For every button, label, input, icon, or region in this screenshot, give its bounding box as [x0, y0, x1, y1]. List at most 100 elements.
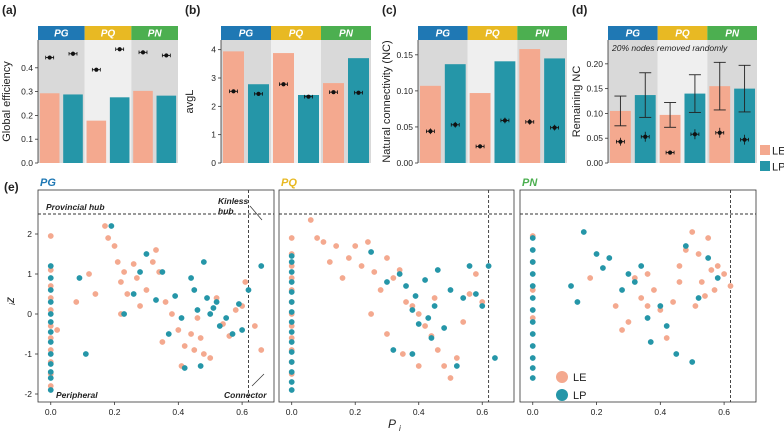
scatter-point-PQ-LP-15 [368, 249, 374, 255]
scatter-point-PN-LE-16 [689, 229, 696, 235]
scatter-point-PG-LP-22 [178, 315, 185, 321]
scatter-point-PG-LP-29 [204, 295, 210, 301]
scatter-point-PQ-LE-20 [358, 263, 365, 269]
bar-c-LE-1 [469, 93, 491, 163]
bar-b-LP-0 [248, 84, 269, 163]
y-tick-label-a-4: 0.4 [21, 63, 33, 73]
scatter-point-PG-LE-16 [111, 243, 118, 249]
scatter-point-PG-LP-20 [165, 331, 172, 337]
strip-header-label-b-1: PQ [289, 29, 304, 40]
legend-label-LE: LE [772, 146, 784, 158]
panel-label-c: (c) [382, 3, 397, 17]
scatter-point-PQ-LE-25 [390, 275, 397, 281]
point-b-LP-1 [306, 94, 311, 99]
point-a-LP-1 [117, 47, 122, 52]
scatter-point-PQ-LP-33 [472, 291, 479, 297]
y-tick-label-c-1: 0.05 [396, 122, 413, 132]
scatter-point-PQ-LE-7 [288, 323, 295, 329]
point-a-LP-2 [164, 53, 169, 58]
scatter-y-tick-label-3: 1 [27, 269, 32, 279]
scatter-point-PN-LP-17 [600, 265, 606, 271]
strip-header-label-c-0: PG [436, 29, 451, 40]
scatter-point-PG-LP-0 [47, 263, 54, 269]
scatter-point-PG-LP-1 [47, 275, 54, 281]
scatter-point-PG-LE-37 [200, 351, 207, 357]
scatter-y-tick-label-0: -2 [24, 389, 32, 399]
annotation-kinless-pointer [249, 205, 263, 221]
scatter-point-PQ-LE-14 [320, 239, 327, 245]
y-tick-label-b-3: 3 [211, 73, 216, 83]
point-a-LE-2 [140, 50, 146, 55]
scatter-title-PQ: PQ [281, 177, 297, 189]
y-tick-label-a-3: 0.3 [21, 87, 33, 97]
scatter-point-PG-LE-42 [232, 307, 239, 313]
scatter-point-PG-LE-12 [86, 271, 92, 277]
x-tick-label-PN-3: 0.6 [718, 407, 730, 417]
scatter-point-PN-LP-1 [529, 247, 536, 253]
scatter-point-PG-LE-14 [102, 223, 108, 229]
x-tick-label-PN-2: 0.4 [654, 407, 666, 417]
scatter-point-PN-LE-14 [676, 263, 683, 269]
point-a-LE-0 [47, 55, 52, 60]
scatter-point-PQ-LP-1 [288, 259, 295, 265]
panel-label-a: (a) [2, 3, 17, 17]
y-tick-label-b-1: 1 [211, 130, 216, 140]
strip-header-label-b-0: PG [239, 29, 254, 40]
scatter-point-PG-LP-14 [121, 311, 128, 317]
scatter-point-PQ-LP-12 [288, 369, 295, 375]
scatter-legend-dot-LE [556, 371, 568, 383]
scatter-point-PN-LE-5 [612, 303, 619, 309]
scatter-y-label-sub: i [8, 303, 17, 305]
scatter-x-label-sub: i [399, 424, 401, 433]
scatter-point-PG-LE-28 [162, 299, 169, 305]
scatter-point-PQ-LE-23 [377, 287, 384, 293]
scatter-point-PG-LP-37 [239, 327, 246, 333]
scatter-point-PN-LE-26 [727, 283, 734, 289]
strip-header-label-c-1: PQ [485, 29, 500, 40]
scatter-point-PN-LP-21 [631, 279, 638, 285]
scatter-point-PG-LP-35 [229, 331, 236, 337]
scatter-point-PG-LE-47 [73, 299, 80, 305]
bar-c-LP-0 [444, 64, 466, 163]
y-tick-label-a-1: 0.1 [21, 134, 33, 144]
bar-b-LP-1 [298, 95, 319, 163]
y-tick-label-a-2: 0.2 [21, 110, 33, 120]
scatter-point-PQ-LE-0 [288, 235, 295, 241]
y-label-d: Remaining NC [571, 66, 583, 138]
scatter-point-PQ-LP-34 [479, 303, 486, 309]
scatter-point-PN-LE-17 [692, 303, 699, 309]
scatter-point-PQ-LP-17 [390, 347, 397, 353]
x-tick-label-PG-3: 0.6 [236, 407, 248, 417]
x-tick-label-PG-0: 0.0 [45, 407, 57, 417]
point-c-LP-1 [502, 118, 508, 123]
strip-header-d-1 [657, 26, 708, 40]
panel-subtitle-d: 20% nodes removed randomly [611, 43, 728, 53]
scatter-point-PG-LE-45 [251, 323, 258, 329]
point-c-LE-2 [527, 119, 532, 124]
scatter-point-PG-LP-15 [130, 291, 137, 297]
bar-c-LP-1 [494, 61, 516, 163]
strip-header-a-0 [38, 26, 85, 40]
scatter-point-PG-LE-20 [124, 291, 131, 297]
scatter-point-PQ-LP-21 [412, 293, 419, 299]
scatter-point-PQ-LP-22 [415, 321, 422, 327]
scatter-point-PQ-LP-19 [403, 283, 409, 289]
scatter-point-PG-LE-4 [47, 307, 54, 313]
scatter-point-PN-LP-32 [714, 275, 721, 281]
bar-d-LP-0 [634, 95, 656, 163]
y-label-c: Natural connectivity (NC) [381, 40, 393, 162]
scatter-point-PN-LE-13 [670, 299, 676, 305]
bar-a-LE-0 [39, 93, 60, 163]
scatter-point-PQ-LE-24 [384, 255, 390, 261]
scatter-point-PQ-LP-4 [288, 289, 295, 295]
x-tick-label-PQ-1: 0.2 [349, 407, 361, 417]
scatter-point-PN-LE-18 [695, 251, 702, 257]
scatter-point-PG-LE-23 [137, 303, 143, 309]
scatter-point-PQ-LP-20 [409, 307, 416, 313]
scatter-point-PQ-LP-23 [422, 277, 428, 283]
scatter-point-PN-LE-7 [631, 275, 638, 281]
scatter-y-label: z [3, 297, 17, 304]
scatter-point-PQ-LE-3 [288, 275, 295, 281]
scatter-point-PQ-LP-28 [441, 325, 448, 331]
annotation-peripheral: Peripheral [56, 390, 98, 400]
